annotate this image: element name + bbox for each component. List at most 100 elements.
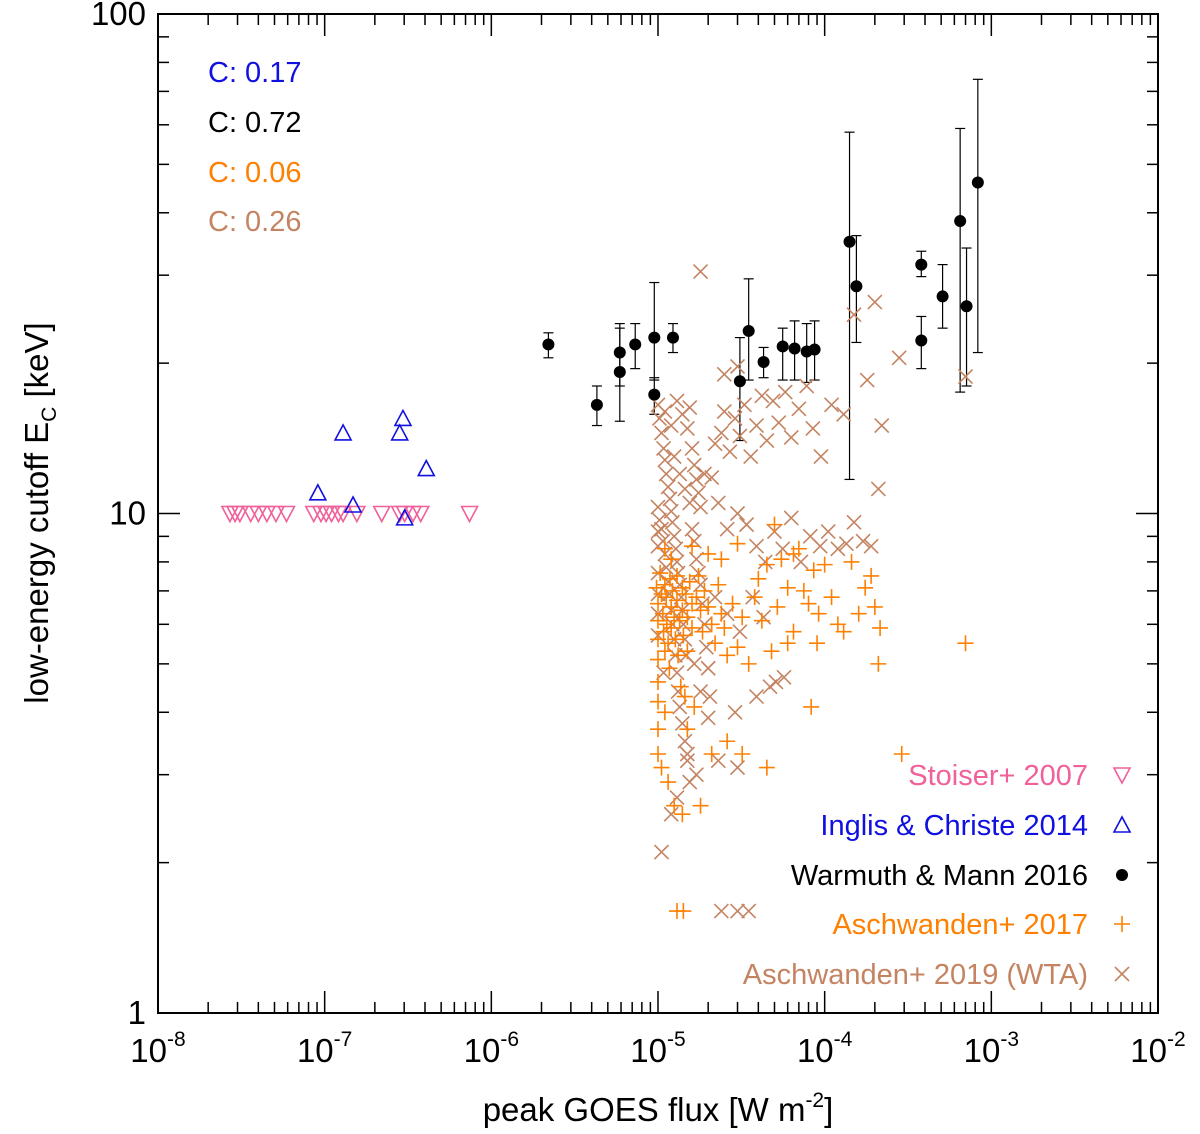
- data-point: [230, 505, 250, 524]
- data-point: [657, 403, 673, 420]
- data-point: [684, 440, 700, 456]
- data-point: [732, 624, 748, 640]
- data-point: [684, 595, 701, 612]
- data-point: [741, 903, 757, 919]
- data-point: [390, 423, 410, 441]
- data-point: [808, 343, 821, 356]
- data-point: [776, 340, 789, 353]
- data-point: [656, 643, 673, 660]
- data-point: [343, 495, 363, 513]
- data-point: [812, 538, 828, 554]
- legend-marker: [1114, 916, 1130, 932]
- y-axis-label-end: [keV]: [18, 322, 55, 406]
- data-point: [676, 688, 693, 705]
- data-point: [660, 774, 677, 791]
- data-point: [652, 565, 669, 582]
- data-point: [753, 612, 770, 629]
- data-point: [739, 517, 755, 533]
- data-point: [727, 704, 743, 720]
- legend-marker: [1112, 815, 1132, 833]
- data-point: [692, 264, 709, 280]
- legend-marker: [1112, 767, 1132, 785]
- data-point: [957, 368, 974, 385]
- data-point: [667, 631, 684, 648]
- correlation-label: C: 0.26: [208, 206, 302, 238]
- data-point: [650, 693, 666, 710]
- data-point: [710, 495, 726, 511]
- data-point: [785, 545, 802, 562]
- data-point: [805, 562, 822, 579]
- data-point: [915, 334, 928, 347]
- data-point: [707, 436, 723, 452]
- data-point: [707, 635, 724, 652]
- data-point: [893, 746, 910, 763]
- data-point: [688, 471, 704, 488]
- data-point: [803, 698, 820, 715]
- data-point: [651, 410, 667, 426]
- data-point: [788, 342, 801, 355]
- x-axis-label-end: ]: [824, 1091, 833, 1128]
- data-point: [650, 673, 666, 690]
- data-point: [686, 698, 703, 715]
- data-point: [663, 551, 680, 568]
- data-point: [700, 598, 717, 615]
- data-point: [658, 589, 675, 606]
- data-point: [692, 602, 709, 619]
- data-point: [713, 425, 729, 441]
- axis-ticks: [157, 13, 1159, 1014]
- data-point: [729, 639, 746, 656]
- data-point: [719, 647, 736, 664]
- data-point: [957, 635, 974, 652]
- x-tick-label: 10-4: [797, 1028, 853, 1069]
- data-point: [700, 710, 716, 726]
- data-point: [863, 538, 879, 554]
- data-point: [679, 753, 695, 769]
- legend-label: Inglis & Christe 2014: [820, 810, 1088, 842]
- data-point: [703, 746, 720, 763]
- data-point: [954, 215, 967, 228]
- data-point: [688, 589, 705, 606]
- data-point: [662, 491, 678, 507]
- data-point: [820, 524, 836, 540]
- data-point: [372, 505, 392, 524]
- data-point: [758, 759, 775, 776]
- data-point: [347, 505, 367, 524]
- data-point: [666, 797, 683, 814]
- data-point: [863, 567, 880, 584]
- data-point: [694, 596, 711, 612]
- data-point: [791, 401, 807, 417]
- data-point: [658, 616, 675, 633]
- data-point: [838, 536, 854, 552]
- data-point: [750, 570, 767, 587]
- data-point: [682, 495, 698, 511]
- data-point: [740, 655, 757, 672]
- data-point: [805, 420, 821, 437]
- data-point: [716, 619, 733, 636]
- data-point: [672, 678, 689, 695]
- data-point: [650, 595, 666, 612]
- data-point: [677, 733, 693, 749]
- data-point: [758, 556, 775, 573]
- data-point: [684, 538, 701, 555]
- data-point: [762, 679, 778, 695]
- correlation-label: C: 0.72: [208, 107, 302, 139]
- data-point: [779, 579, 796, 596]
- data-point: [763, 643, 780, 660]
- data-point: [668, 567, 685, 584]
- data-point: [846, 307, 862, 323]
- data-point: [859, 372, 875, 388]
- data-point: [613, 365, 626, 378]
- data-point: [754, 388, 770, 404]
- data-point: [411, 505, 431, 524]
- data-point: [686, 656, 702, 672]
- data-point: [748, 689, 765, 705]
- data-point: [960, 300, 973, 313]
- data-point: [395, 508, 415, 526]
- x-tick-label: 10-3: [964, 1028, 1019, 1069]
- correlation-annotations: C: 0.17 C: 0.72 C: 0.06 C: 0.26: [208, 57, 302, 238]
- legend-label: Aschwanden+ 2019 (WTA): [743, 959, 1088, 991]
- data-point: [713, 551, 730, 568]
- data-point: [729, 358, 746, 374]
- y-axis-label-subscript: C: [38, 407, 61, 422]
